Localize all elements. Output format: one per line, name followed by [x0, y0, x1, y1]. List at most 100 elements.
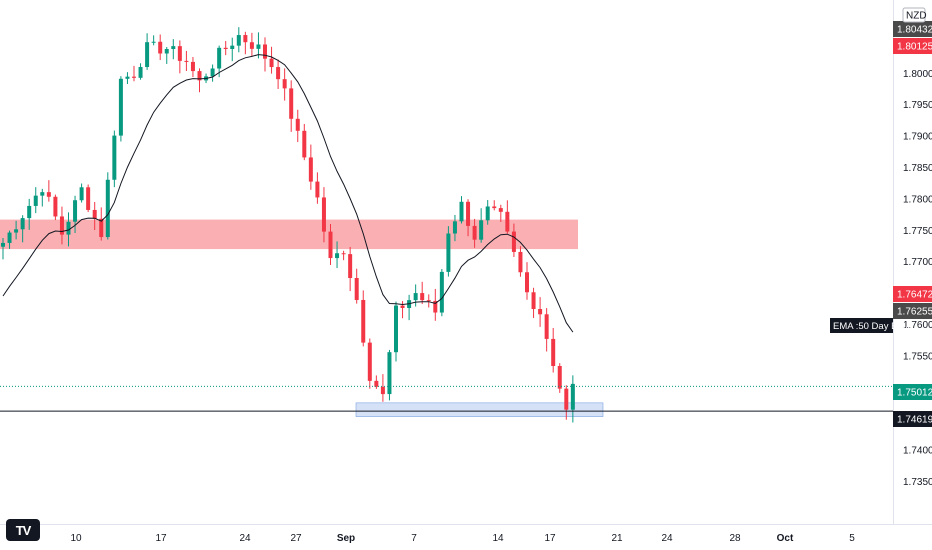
candle-body	[511, 231, 516, 252]
candle-body	[295, 118, 300, 131]
candle-body	[544, 314, 549, 339]
candle-body	[158, 41, 163, 54]
y-tick-label: 1.78500	[903, 163, 932, 174]
candle-body	[308, 157, 313, 182]
candle-body	[151, 41, 156, 43]
x-tick-label: 14	[492, 533, 504, 544]
candle-body	[236, 35, 241, 46]
candle-body	[263, 44, 267, 59]
candle-body	[387, 352, 392, 395]
candle-body	[348, 254, 353, 279]
x-tick-label: 21	[611, 533, 623, 544]
candle-body	[551, 338, 556, 366]
candle-body	[341, 253, 346, 255]
candle-body	[426, 300, 431, 302]
candle-body	[367, 342, 372, 381]
candle-body	[132, 76, 136, 78]
candle-body	[145, 42, 150, 68]
price-badge	[893, 384, 932, 400]
ema-label-box	[830, 318, 893, 333]
candle-body	[79, 187, 84, 201]
x-tick-label: 17	[544, 533, 556, 544]
candle-body	[564, 388, 569, 410]
candle-body	[86, 187, 91, 210]
x-tick-label: Oct	[777, 533, 794, 544]
candle-body	[485, 206, 490, 221]
candle-body	[33, 195, 38, 206]
candle-body	[531, 292, 536, 310]
candle-body	[538, 309, 543, 315]
candle-body	[256, 44, 261, 49]
candle-body	[400, 305, 405, 308]
candle-body	[479, 220, 484, 240]
x-tick-label: 10	[70, 533, 82, 544]
candle-body	[328, 231, 333, 259]
candle-body	[243, 35, 248, 43]
y-tick-label: 1.78000	[903, 194, 932, 205]
candle-body	[40, 192, 45, 196]
candle-body	[190, 61, 195, 72]
candle-body	[472, 225, 477, 240]
y-tick-label: 1.76000	[903, 320, 932, 331]
candle-body	[177, 46, 182, 61]
candle-body	[505, 211, 510, 232]
ema-50-line	[2, 54, 574, 333]
candle-body	[492, 206, 497, 209]
price-badge	[893, 286, 932, 302]
candle-body	[459, 201, 464, 222]
candle-body	[498, 208, 503, 212]
candle-body	[99, 218, 104, 238]
candle-body	[118, 78, 123, 136]
candle-body	[282, 79, 287, 89]
candle-body	[171, 46, 176, 50]
candle-body	[413, 293, 418, 301]
candle-body	[92, 209, 97, 219]
currency-label: NZD	[906, 11, 927, 22]
candle-body	[394, 305, 398, 353]
ema-label: EMA :50 Day EMA	[833, 321, 912, 332]
candle-body	[249, 42, 254, 49]
candle-body	[380, 386, 385, 395]
x-tick-label: 24	[239, 533, 251, 544]
candle-body	[420, 293, 425, 301]
y-tick-label: 1.80000	[903, 69, 932, 80]
x-tick-label: 27	[290, 533, 302, 544]
tradingview-logo[interactable]: TV	[6, 519, 40, 541]
candle-body	[230, 45, 235, 49]
candle-body	[53, 196, 58, 217]
support-zone	[355, 402, 604, 417]
y-tick-label: 1.74000	[903, 445, 932, 456]
candle-body	[14, 229, 19, 233]
candle-body	[164, 49, 169, 54]
candle-body	[374, 380, 379, 387]
candle-body	[446, 233, 451, 272]
candle-body	[276, 67, 281, 80]
candle-body	[361, 299, 366, 343]
y-tick-label: 1.79500	[903, 100, 932, 111]
candle-body	[46, 192, 51, 197]
x-tick-label: 28	[729, 533, 741, 544]
candle-body	[59, 216, 64, 235]
price-badge-label: 1.80432	[897, 25, 932, 36]
currency-badge	[902, 7, 926, 23]
candle-body	[557, 365, 562, 389]
candle-body	[138, 67, 143, 78]
price-badge	[893, 38, 932, 54]
candle-body	[197, 71, 202, 81]
candle-body	[321, 197, 326, 232]
price-badge-label: 1.76255	[897, 307, 932, 318]
candle-body	[73, 200, 78, 222]
y-tick-label: 1.77500	[903, 226, 932, 237]
candle-body	[525, 272, 529, 293]
candle-body	[315, 181, 320, 198]
candle-body	[66, 221, 71, 235]
candle-body	[20, 218, 25, 230]
candle-body	[269, 58, 274, 68]
candle-body	[335, 253, 340, 259]
candle-body	[518, 251, 523, 273]
x-tick-label: 5	[849, 533, 855, 544]
candle-body	[7, 232, 12, 243]
y-tick-label: 1.73500	[903, 477, 932, 488]
